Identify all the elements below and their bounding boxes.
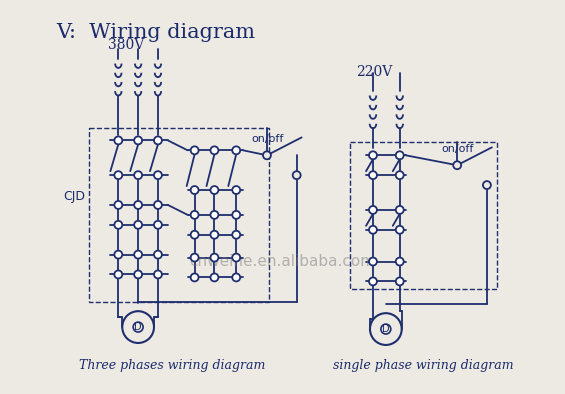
Circle shape bbox=[211, 211, 219, 219]
Circle shape bbox=[396, 258, 403, 266]
Circle shape bbox=[134, 136, 142, 144]
Circle shape bbox=[232, 211, 240, 219]
Circle shape bbox=[190, 254, 198, 262]
Circle shape bbox=[370, 313, 402, 345]
Text: D: D bbox=[134, 322, 142, 332]
Circle shape bbox=[154, 221, 162, 229]
Circle shape bbox=[134, 221, 142, 229]
Text: CJD: CJD bbox=[63, 190, 85, 203]
Circle shape bbox=[483, 181, 491, 189]
Circle shape bbox=[293, 171, 301, 179]
Circle shape bbox=[396, 277, 403, 285]
Circle shape bbox=[381, 324, 391, 334]
Circle shape bbox=[114, 270, 122, 279]
Circle shape bbox=[190, 186, 198, 194]
Text: 220V: 220V bbox=[356, 65, 392, 79]
Text: single phase wiring diagram: single phase wiring diagram bbox=[333, 359, 514, 372]
Text: 380V: 380V bbox=[108, 38, 145, 52]
Text: on/off: on/off bbox=[441, 144, 473, 154]
Circle shape bbox=[232, 186, 240, 194]
Text: on/off: on/off bbox=[251, 134, 284, 144]
Circle shape bbox=[154, 201, 162, 209]
Circle shape bbox=[232, 254, 240, 262]
Circle shape bbox=[232, 273, 240, 281]
Circle shape bbox=[134, 171, 142, 179]
Text: Three phases wiring diagram: Three phases wiring diagram bbox=[79, 359, 265, 372]
Circle shape bbox=[232, 146, 240, 154]
Circle shape bbox=[211, 231, 219, 239]
Circle shape bbox=[211, 146, 219, 154]
Circle shape bbox=[263, 151, 271, 159]
Circle shape bbox=[190, 273, 198, 281]
Circle shape bbox=[396, 151, 403, 159]
Circle shape bbox=[211, 254, 219, 262]
Circle shape bbox=[396, 206, 403, 214]
Circle shape bbox=[369, 151, 377, 159]
Circle shape bbox=[369, 226, 377, 234]
Circle shape bbox=[190, 146, 198, 154]
Text: D: D bbox=[382, 324, 390, 334]
Circle shape bbox=[211, 273, 219, 281]
Circle shape bbox=[190, 231, 198, 239]
Text: V:  Wiring diagram: V: Wiring diagram bbox=[56, 23, 255, 42]
Circle shape bbox=[154, 251, 162, 258]
Circle shape bbox=[154, 171, 162, 179]
Circle shape bbox=[190, 211, 198, 219]
Circle shape bbox=[154, 136, 162, 144]
Circle shape bbox=[114, 136, 122, 144]
Text: cnweihe.en.alibaba.com: cnweihe.en.alibaba.com bbox=[189, 254, 375, 269]
Circle shape bbox=[211, 186, 219, 194]
Circle shape bbox=[122, 311, 154, 343]
Circle shape bbox=[369, 206, 377, 214]
Circle shape bbox=[154, 270, 162, 279]
Circle shape bbox=[114, 221, 122, 229]
Bar bbox=[350, 142, 497, 289]
Bar bbox=[89, 128, 269, 302]
Circle shape bbox=[453, 161, 461, 169]
Circle shape bbox=[114, 201, 122, 209]
Circle shape bbox=[232, 231, 240, 239]
Circle shape bbox=[134, 251, 142, 258]
Circle shape bbox=[369, 258, 377, 266]
Circle shape bbox=[396, 226, 403, 234]
Circle shape bbox=[369, 277, 377, 285]
Circle shape bbox=[396, 171, 403, 179]
Circle shape bbox=[133, 322, 143, 332]
Circle shape bbox=[114, 251, 122, 258]
Circle shape bbox=[134, 270, 142, 279]
Circle shape bbox=[369, 171, 377, 179]
Circle shape bbox=[134, 201, 142, 209]
Circle shape bbox=[114, 171, 122, 179]
